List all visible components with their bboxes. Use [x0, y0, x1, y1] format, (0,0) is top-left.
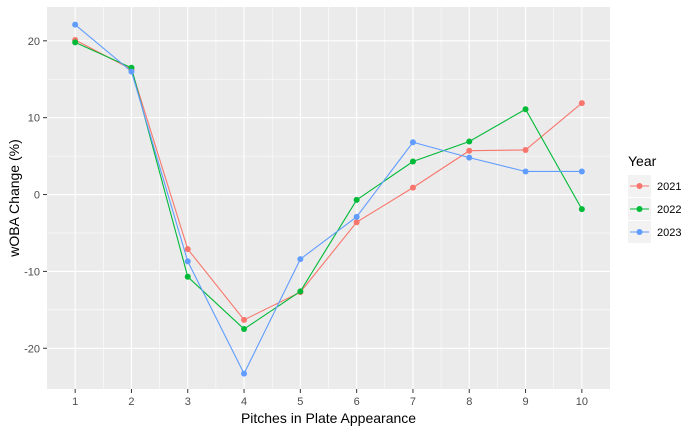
data-point-2022	[72, 39, 79, 46]
data-point-2023	[353, 213, 360, 220]
series-lines	[74, 24, 583, 375]
y-axis: -20 -10 0 10 20	[24, 36, 47, 355]
data-point-2021	[578, 100, 585, 107]
y-tick-label: 0	[34, 190, 40, 202]
legend: Year 2021 2022 2023	[628, 153, 681, 243]
legend-marker-2022	[636, 206, 643, 212]
y-tick-label: 10	[28, 113, 40, 125]
data-point-2022	[466, 138, 473, 145]
legend-marker-2023	[636, 229, 643, 235]
legend-label-2022: 2022	[657, 204, 681, 216]
data-point-2021	[184, 246, 191, 253]
data-point-2022	[522, 106, 529, 113]
data-point-2022	[353, 196, 360, 203]
major-gridlines	[47, 7, 610, 389]
x-tick-label: 9	[522, 396, 528, 408]
data-point-2022	[578, 206, 585, 213]
x-tick-label: 1	[72, 396, 78, 408]
x-tick-label: 10	[576, 396, 588, 408]
data-point-2021	[522, 146, 529, 153]
legend-label-2023: 2023	[657, 227, 681, 239]
legend-label-2021: 2021	[657, 181, 681, 193]
data-point-2022	[241, 326, 248, 333]
x-tick-label: 4	[241, 396, 247, 408]
data-point-2021	[353, 219, 360, 226]
data-point-2023	[128, 68, 135, 75]
y-tick-label: 20	[28, 36, 40, 48]
legend-items: 2021 2022 2023	[628, 175, 681, 243]
data-point-2023	[409, 139, 416, 146]
x-tick-label: 5	[297, 396, 303, 408]
legend-marker-2021	[636, 183, 643, 189]
data-point-2021	[241, 316, 248, 323]
data-point-2023	[72, 21, 79, 28]
series-line-2023	[74, 24, 582, 375]
x-tick-label: 3	[185, 396, 191, 408]
x-axis: 1 2 3 4 5 6 7 8 9 10	[72, 389, 588, 408]
minor-gridlines	[47, 7, 610, 389]
legend-title: Year	[628, 153, 657, 169]
series-line-2022	[74, 41, 583, 330]
data-point-2022	[297, 288, 304, 295]
series-points	[72, 21, 585, 377]
data-point-2023	[466, 154, 473, 161]
data-point-2023	[297, 256, 304, 263]
x-axis-title: Pitches in Plate Appearance	[241, 410, 416, 426]
x-tick-label: 2	[128, 396, 134, 408]
y-tick-label: -20	[24, 343, 40, 355]
data-point-2023	[241, 370, 248, 377]
y-tick-label: -10	[24, 266, 40, 278]
x-tick-label: 6	[354, 396, 360, 408]
x-tick-label: 7	[410, 396, 416, 408]
data-point-2022	[184, 273, 191, 280]
data-point-2022	[409, 158, 416, 165]
data-point-2021	[466, 147, 473, 154]
y-axis-title: wOBA Change (%)	[6, 139, 22, 258]
data-point-2023	[184, 258, 191, 265]
x-tick-label: 8	[466, 396, 472, 408]
data-point-2021	[409, 184, 416, 191]
series-line-2021	[74, 39, 583, 321]
data-point-2023	[578, 168, 585, 175]
data-point-2023	[522, 168, 529, 175]
